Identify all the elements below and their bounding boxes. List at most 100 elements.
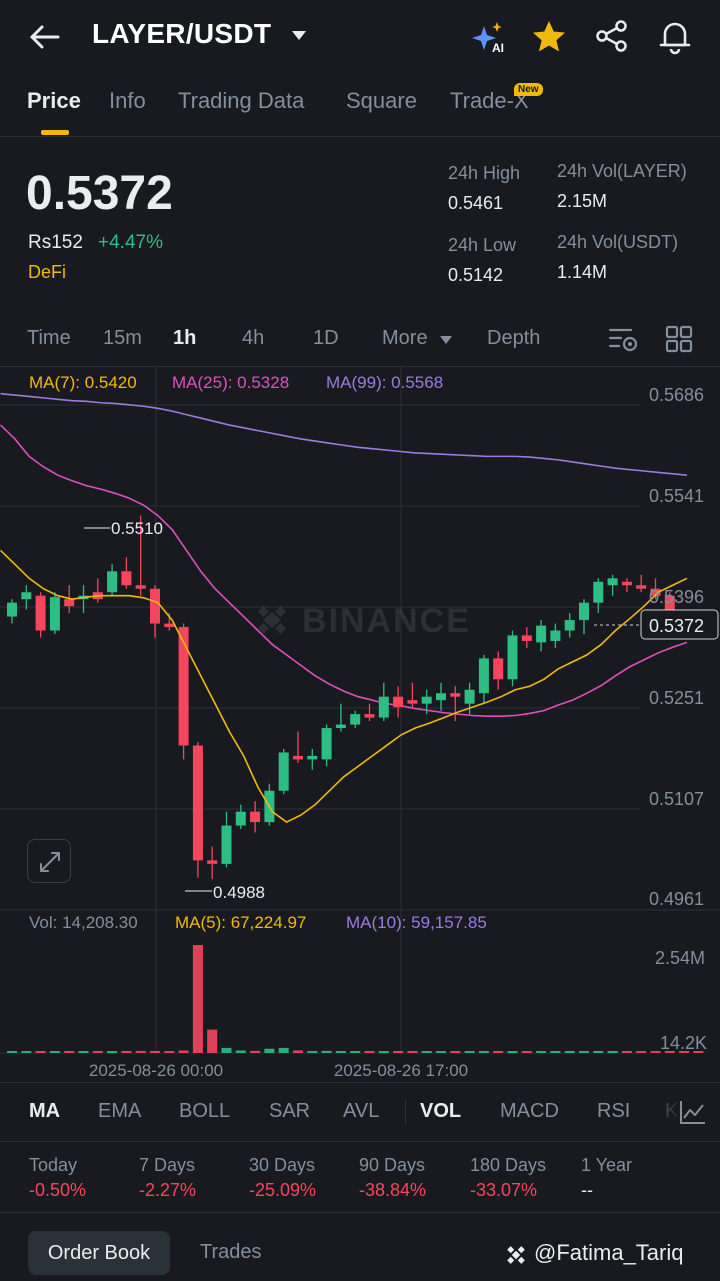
candle-body [407, 700, 418, 704]
candle-body [221, 825, 232, 864]
candle-body [135, 585, 146, 589]
indicator-avl[interactable]: AVL [343, 1100, 380, 1122]
tab-square[interactable]: Square [346, 88, 417, 113]
candle [564, 613, 575, 638]
volume-bar [393, 1051, 404, 1053]
interval-1d[interactable]: 1D [313, 327, 339, 349]
candle [235, 804, 246, 830]
category-tag[interactable]: DeFi [28, 262, 67, 282]
binance-watermark: BINANCE [257, 602, 469, 640]
stat-24h-vol-base-label: 24h Vol(LAYER) [557, 161, 687, 181]
perf-label: Today [29, 1155, 78, 1175]
candle [550, 623, 561, 648]
binance-logo-icon [507, 1246, 525, 1264]
candle [35, 592, 46, 638]
price-tick: 0.5396 [649, 587, 704, 607]
candle [421, 689, 432, 715]
high-marker: 0.5510 [84, 519, 163, 538]
indicator-sar[interactable]: SAR [269, 1100, 311, 1122]
chevron-down-icon[interactable] [439, 335, 453, 345]
indicator-ema[interactable]: EMA [98, 1100, 142, 1122]
candle-body [364, 714, 375, 718]
candle-body [278, 752, 289, 791]
tab-trading-data[interactable]: Trading Data [178, 88, 305, 113]
perf-label: 180 Days [470, 1155, 547, 1175]
time-axis: 2025-08-26 00:00 2025-08-26 17:00 [89, 1061, 468, 1080]
volume-bar [121, 1051, 132, 1053]
volume-bar [64, 1051, 75, 1053]
price-axis: 0.5686 0.5541 0.5396 0.5251 0.5107 0.496… [649, 385, 704, 909]
candle [493, 651, 504, 690]
candle-body [521, 635, 532, 641]
volume-bar [378, 1051, 389, 1053]
volume-bar [679, 1051, 690, 1053]
trades-tab[interactable]: Trades [200, 1241, 262, 1263]
volume-bar [293, 1050, 303, 1053]
stat-24h-high-value: 0.5461 [448, 193, 504, 213]
volume-tick: 14.2K [660, 1033, 707, 1053]
expand-chart-button[interactable] [27, 839, 71, 883]
tab-info[interactable]: Info [109, 88, 146, 113]
interval-15m[interactable]: 15m [103, 327, 142, 349]
indicator-vol[interactable]: VOL [420, 1100, 462, 1122]
candle-body [207, 860, 218, 864]
ma99-legend: MA(99): 0.5568 [326, 373, 444, 392]
candle [364, 703, 375, 722]
pair-title[interactable]: LAYER/USDT [92, 18, 272, 49]
layout-grid-icon[interactable] [664, 324, 694, 354]
volume-bar [621, 1051, 632, 1053]
candle-body [450, 693, 461, 697]
indicator-settings-icon[interactable] [678, 1098, 708, 1126]
volume-bar [192, 945, 203, 1053]
volume-bar [421, 1051, 432, 1053]
volume-bar [464, 1051, 475, 1053]
volume-bar [307, 1051, 318, 1053]
current-price-tag[interactable]: 0.5372 [640, 609, 719, 640]
volume-bar [636, 1051, 647, 1053]
stat-24h-vol-quote-value: 1.14M [557, 262, 608, 282]
perf-label: 90 Days [359, 1155, 426, 1175]
candle [207, 846, 218, 880]
active-tab-indicator [41, 130, 69, 135]
new-badge: New [514, 83, 543, 96]
indicator-ma[interactable]: MA [29, 1100, 61, 1122]
candle [621, 578, 632, 593]
last-price: 0.5372 [26, 167, 173, 220]
candle-body [636, 585, 647, 589]
chevron-down-icon[interactable] [290, 28, 308, 42]
interval-more[interactable]: More [382, 327, 428, 349]
indicator-rsi[interactable]: RSI [597, 1100, 631, 1122]
high-marker-label: 0.5510 [111, 519, 163, 538]
order-book-tab[interactable]: Order Book [28, 1231, 170, 1275]
volume-bar [521, 1051, 532, 1053]
interval-depth[interactable]: Depth [487, 327, 541, 349]
candle-body [150, 588, 160, 624]
candle-body [235, 811, 246, 826]
price-chart[interactable]: BINANCE 0.5510 0.4988 0.5372 0.5686 0.55… [0, 367, 720, 1082]
indicator-macd[interactable]: MACD [500, 1100, 559, 1122]
ai-sparkle-icon[interactable]: AI [470, 18, 510, 58]
indicator-boll[interactable]: BOLL [179, 1100, 231, 1122]
tab-price[interactable]: Price [27, 88, 81, 113]
perf-value: -- [581, 1180, 593, 1200]
interval-4h[interactable]: 4h [242, 327, 265, 349]
volume-bar [693, 1051, 704, 1053]
candle [521, 627, 532, 648]
candle [378, 682, 389, 722]
candle [307, 748, 318, 770]
candle-body [307, 755, 318, 760]
chart-settings-icon[interactable] [607, 324, 639, 354]
back-arrow-icon[interactable] [24, 20, 64, 54]
interval-1h[interactable]: 1h [173, 327, 197, 349]
interval-time[interactable]: Time [27, 327, 71, 349]
stat-24h-high-label: 24h High [448, 163, 521, 183]
indicator-separator [405, 1099, 406, 1125]
perf-value: -38.84% [359, 1180, 427, 1200]
fiat-price: Rs152 [28, 232, 83, 253]
star-icon[interactable] [530, 18, 568, 56]
ma25-legend: MA(25): 0.5328 [172, 373, 290, 392]
perf-value: -25.09% [249, 1180, 317, 1200]
candle [579, 599, 589, 635]
bell-icon[interactable] [656, 16, 694, 56]
share-icon[interactable] [594, 18, 630, 54]
